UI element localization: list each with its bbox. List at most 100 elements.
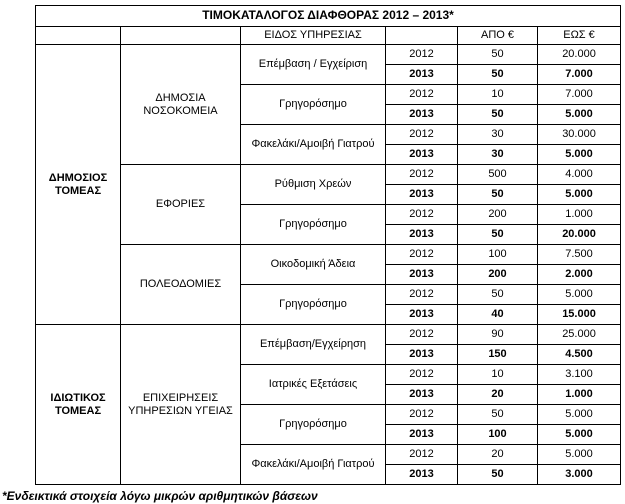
to-cell: 5.000 <box>536 104 622 125</box>
year-cell: 2012 <box>385 284 458 305</box>
year-cell: 2012 <box>385 324 458 345</box>
table-row: 2013 150 4.500 <box>36 344 622 365</box>
service-cell: Γρηγορόσημο <box>240 284 386 325</box>
year-cell: 2012 <box>385 44 458 65</box>
from-cell: 20 <box>457 384 538 405</box>
from-cell: 10 <box>457 84 538 105</box>
table-row: 2013 30 5.000 <box>36 144 622 165</box>
from-cell: 50 <box>457 104 538 125</box>
to-cell: 7.000 <box>536 64 622 85</box>
service-cell: Φακελάκι/Αμοιβή Γιατρού <box>240 124 386 165</box>
year-cell: 2013 <box>385 304 458 325</box>
to-cell: 30.000 <box>536 124 622 145</box>
header-empty-year <box>385 26 458 45</box>
from-cell: 40 <box>457 304 538 325</box>
header-row: ΕΙΔΟΣ ΥΠΗΡΕΣΙΑΣ ΑΠΟ € ΕΩΣ € <box>35 26 622 45</box>
year-cell: 2013 <box>385 344 458 365</box>
from-cell: 50 <box>457 464 538 485</box>
sector-cell: ΙΔΙΩΤΙΚΟΣ ΤΟΜΕΑΣ <box>35 324 121 485</box>
from-cell: 200 <box>457 264 538 285</box>
to-cell: 15.000 <box>536 304 622 325</box>
year-cell: 2012 <box>385 364 458 385</box>
year-cell: 2012 <box>385 164 458 185</box>
from-cell: 50 <box>457 184 538 205</box>
to-cell: 1.000 <box>536 384 622 405</box>
service-cell: Ρύθμιση Χρεών <box>240 164 386 205</box>
table-row: Φακελάκι/Αμοιβή Γιατρού 2012 30 30.000 <box>36 124 622 165</box>
to-cell: 25.000 <box>536 324 622 345</box>
year-cell: 2013 <box>385 104 458 125</box>
table-title: ΤΙΜΟΚΑΤΑΛΟΓΟΣ ΔΙΑΦΘΟΡΑΣ 2012 – 2013* <box>34 5 622 27</box>
from-cell: 100 <box>457 424 538 445</box>
table-row: ΠΟΛΕΟΔΟΜΙΕΣ Οικοδομική Άδεια 2012 100 7.… <box>36 244 622 325</box>
corruption-price-table: ΤΙΜΟΚΑΤΑΛΟΓΟΣ ΔΙΑΦΘΟΡΑΣ 2012 – 2013* ΕΙΔ… <box>34 5 622 485</box>
from-cell: 500 <box>457 164 538 185</box>
from-cell: 20 <box>457 444 538 465</box>
table-row: Ιατρικές Εξετάσεις 2012 10 3.100 <box>36 364 622 405</box>
from-cell: 100 <box>457 244 538 265</box>
from-cell: 30 <box>457 124 538 145</box>
table-row: Φακελάκι/Αμοιβή Γιατρού 2012 20 5.000 <box>36 444 622 485</box>
year-cell: 2013 <box>385 144 458 165</box>
year-cell: 2012 <box>385 244 458 265</box>
year-cell: 2013 <box>385 464 458 485</box>
to-cell: 4.000 <box>536 164 622 185</box>
service-cell: Φακελάκι/Αμοιβή Γιατρού <box>240 444 386 485</box>
table-row: ΕΦΟΡΙΕΣ Ρύθμιση Χρεών 2012 500 4.000 <box>36 164 622 245</box>
year-cell: 2013 <box>385 384 458 405</box>
category-cell: ΔΗΜΟΣΙΑ ΝΟΣΟΚΟΜΕΙΑ <box>120 44 241 165</box>
from-cell: 50 <box>457 224 538 245</box>
year-cell: 2012 <box>385 84 458 105</box>
header-to: ΕΩΣ € <box>536 26 622 45</box>
table-row: ΙΔΙΩΤΙΚΟΣ ΤΟΜΕΑΣ ΕΠΙΧΕΙΡΗΣΕΙΣ ΥΠΗΡΕΣΙΩΝ … <box>35 324 622 485</box>
to-cell: 5.000 <box>536 184 622 205</box>
footnote: *Ενδεικτικά στοιχεία λόγω μικρών αριθμητ… <box>2 489 318 503</box>
category-cell: ΠΟΛΕΟΔΟΜΙΕΣ <box>120 244 241 325</box>
service-cell: Ιατρικές Εξετάσεις <box>240 364 386 405</box>
table-row: Γρηγορόσημο 2012 50 5.000 <box>36 284 622 325</box>
year-cell: 2013 <box>385 424 458 445</box>
table-row: 2013 20 1.000 <box>36 384 622 405</box>
year-cell: 2013 <box>385 224 458 245</box>
to-cell: 1.000 <box>536 204 622 225</box>
from-cell: 200 <box>457 204 538 225</box>
service-cell: Γρηγορόσημο <box>240 84 386 125</box>
to-cell: 2.000 <box>536 264 622 285</box>
from-cell: 30 <box>457 144 538 165</box>
year-cell: 2013 <box>385 64 458 85</box>
from-cell: 50 <box>457 284 538 305</box>
table-row: ΔΗΜΟΣΙΟΣ ΤΟΜΕΑΣ ΔΗΜΟΣΙΑ ΝΟΣΟΚΟΜΕΙΑ Επέμβ… <box>35 44 622 325</box>
year-cell: 2013 <box>385 264 458 285</box>
to-cell: 5.000 <box>536 424 622 445</box>
service-cell: Οικοδομική Άδεια <box>240 244 386 285</box>
to-cell: 5.000 <box>536 404 622 425</box>
category-cell: ΕΦΟΡΙΕΣ <box>120 164 241 245</box>
to-cell: 5.000 <box>536 444 622 465</box>
to-cell: 5.000 <box>536 144 622 165</box>
table-row: Γρηγορόσημο 2012 200 1.000 <box>36 204 622 245</box>
header-service-type: ΕΙΔΟΣ ΥΠΗΡΕΣΙΑΣ <box>240 26 386 45</box>
year-cell: 2012 <box>385 444 458 465</box>
header-empty-category <box>120 26 241 45</box>
service-cell: Επέμβαση / Εγχείριση <box>240 44 386 85</box>
table-row: 2013 50 5.000 <box>36 104 622 125</box>
category-cell: ΕΠΙΧΕΙΡΗΣΕΙΣ ΥΠΗΡΕΣΙΩΝ ΥΓΕΙΑΣ <box>120 324 241 485</box>
year-cell: 2012 <box>385 404 458 425</box>
to-cell: 3.100 <box>536 364 622 385</box>
to-cell: 20.000 <box>536 44 622 65</box>
to-cell: 20.000 <box>536 224 622 245</box>
to-cell: 4.500 <box>536 344 622 365</box>
table-row: Γρηγορόσημο 2012 10 7.000 <box>36 84 622 125</box>
to-cell: 3.000 <box>536 464 622 485</box>
service-cell: Επέμβαση/Εγχείρηση <box>240 324 386 365</box>
to-cell: 7.500 <box>536 244 622 265</box>
from-cell: 50 <box>457 64 538 85</box>
from-cell: 90 <box>457 324 538 345</box>
service-cell: Γρηγορόσημο <box>240 204 386 245</box>
service-cell: Γρηγορόσημο <box>240 404 386 445</box>
header-from: ΑΠΟ € <box>457 26 538 45</box>
from-cell: 50 <box>457 404 538 425</box>
sector-cell: ΔΗΜΟΣΙΟΣ ΤΟΜΕΑΣ <box>35 44 121 325</box>
to-cell: 7.000 <box>536 84 622 105</box>
year-cell: 2013 <box>385 184 458 205</box>
